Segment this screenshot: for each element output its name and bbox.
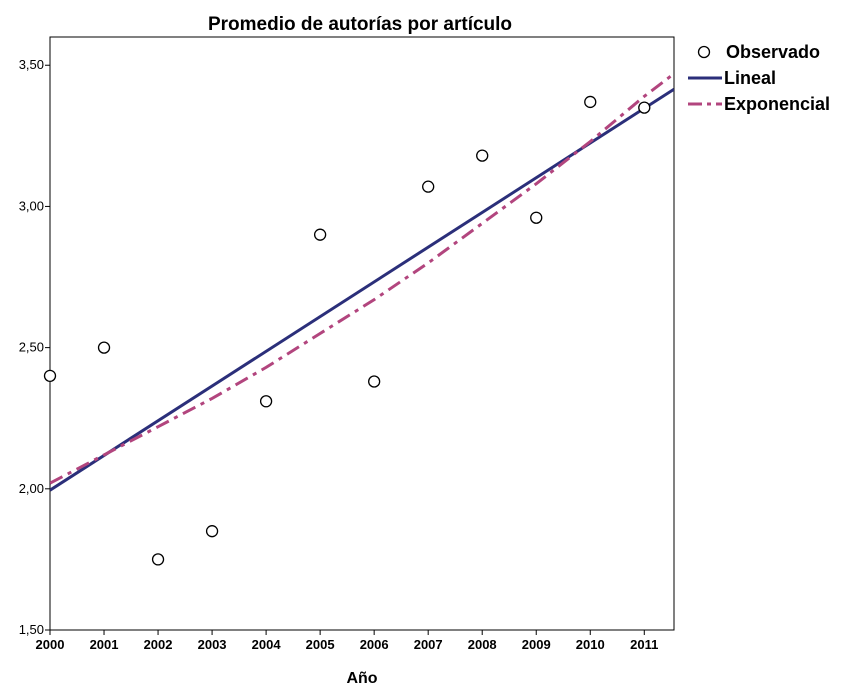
- y-tick-label: 3,50: [19, 57, 44, 72]
- legend-label-lineal: Lineal: [724, 68, 776, 88]
- data-point: [205, 525, 219, 538]
- x-tick-label: 2010: [576, 637, 605, 652]
- data-point: [43, 369, 57, 383]
- legend-label-observado: Observado: [726, 42, 820, 62]
- legend: Observado Lineal Exponencial: [688, 42, 830, 114]
- data-point: [638, 101, 651, 114]
- y-tick-label: 1,50: [19, 622, 44, 637]
- x-tick-label: 2002: [144, 637, 173, 652]
- x-tick-label: 2006: [360, 637, 389, 652]
- data-point: [584, 95, 597, 109]
- x-tick-label: 2007: [414, 637, 443, 652]
- plot-frame: [49, 36, 675, 631]
- x-tick-label: 2008: [468, 637, 497, 652]
- x-tick-label: 2001: [90, 637, 119, 652]
- x-tick-label: 2000: [36, 637, 65, 652]
- data-point: [476, 149, 489, 162]
- x-tick-label: 2009: [522, 637, 551, 652]
- series-line-lineal: [50, 87, 674, 492]
- data-point: [313, 228, 327, 241]
- series-line-exponencial: [50, 72, 674, 485]
- x-tick-label: 2005: [306, 637, 335, 652]
- x-axis-label: Año: [346, 670, 377, 687]
- y-tick-label: 2,00: [19, 481, 44, 496]
- y-tick-label: 2,50: [19, 340, 44, 355]
- data-point: [368, 375, 381, 388]
- x-tick-label: 2003: [198, 637, 227, 652]
- legend-label-exponencial: Exponencial: [724, 94, 830, 114]
- x-tick-label: 2004: [252, 637, 282, 652]
- x-tick-label: 2011: [630, 637, 658, 652]
- chart-title: Promedio de autorías por artículo: [208, 14, 512, 35]
- data-point: [422, 180, 435, 193]
- legend-marker-observado: [697, 45, 711, 59]
- data-point: [259, 395, 273, 408]
- data-point: [530, 211, 543, 224]
- y-tick-label: 3,00: [19, 198, 44, 213]
- plot-area: 1,50 2,00 2,50 3,00 3,50 2000 2001 2002 2003 2004…: [19, 36, 675, 652]
- data-point: [97, 341, 111, 354]
- data-point: [151, 553, 165, 566]
